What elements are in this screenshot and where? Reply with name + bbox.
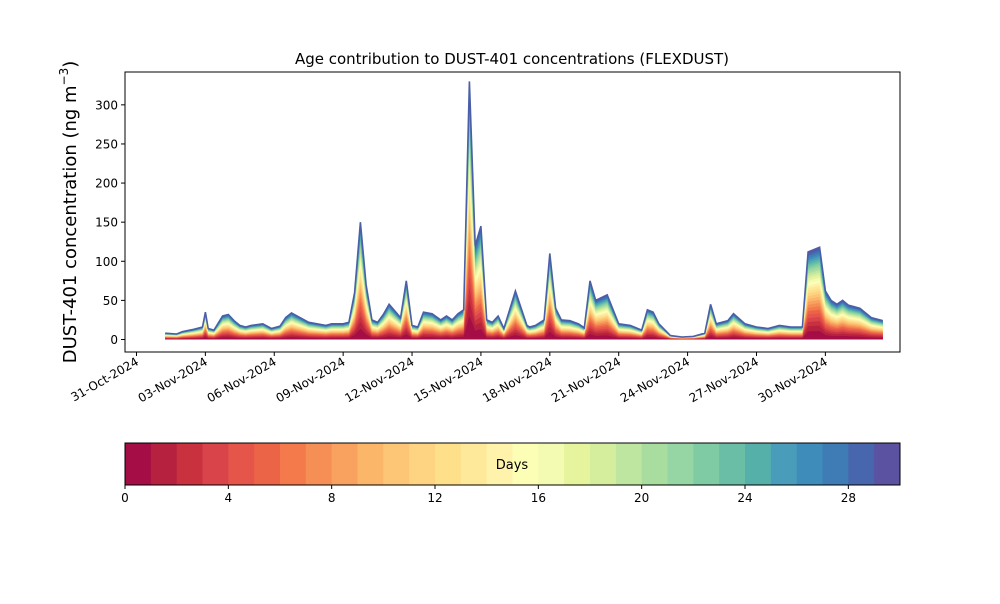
colorbar-segment (125, 443, 152, 485)
age-layer-day-19 (165, 145, 883, 340)
age-layer-day-27 (165, 93, 883, 340)
y-axis-label-superscript: −3 (57, 68, 71, 86)
colorbar-segment (538, 443, 565, 485)
age-layer-day-18 (165, 152, 883, 340)
x-tick-label: 27-Nov-2024 (687, 354, 761, 405)
x-tick-label: 15-Nov-2024 (411, 354, 485, 405)
x-tick-label: 30-Nov-2024 (756, 354, 830, 405)
colorbar-tick-label: 12 (427, 491, 442, 505)
y-axis: 0 50 100 150 200 250 300 (95, 98, 125, 347)
x-tick-label: 03-Nov-2024 (136, 354, 210, 405)
colorbar-segment (254, 443, 281, 485)
colorbar-tick-label: 0 (121, 491, 129, 505)
colorbar-segment (564, 443, 591, 485)
age-layer-day-20 (165, 138, 883, 340)
y-axis-label: DUST-401 concentration (ng m−3) (57, 61, 81, 364)
colorbar-segment (228, 443, 255, 485)
colorbar-segment (641, 443, 668, 485)
colorbar-segment (280, 443, 307, 485)
y-axis-label-close: ) (60, 61, 81, 68)
x-tick-label: 12-Nov-2024 (342, 354, 416, 405)
colorbar-segment (590, 443, 617, 485)
colorbar-segment (693, 443, 720, 485)
colorbar-axis: 0 4 8 12 16 20 24 28 (121, 485, 856, 505)
colorbar-frame (124, 442, 901, 486)
x-axis: 31-Oct-202403-Nov-202406-Nov-202409-Nov-… (69, 352, 830, 405)
colorbar-tick-label: 24 (737, 491, 752, 505)
colorbar-tick-label: 4 (225, 491, 233, 505)
colorbar-segment (874, 443, 901, 485)
stacked-age-layers (165, 81, 883, 340)
age-layer-day-21 (165, 131, 883, 340)
total-concentration-line (165, 81, 884, 338)
colorbar-segment (796, 443, 823, 485)
colorbar-segment (667, 443, 694, 485)
y-tick-label: 100 (95, 255, 118, 269)
age-layer-day-16 (165, 166, 883, 340)
chart-title: Age contribution to DUST-401 concentrati… (295, 50, 729, 68)
colorbar-segment (202, 443, 229, 485)
age-layer-day-0 (165, 315, 883, 340)
colorbar-segment (848, 443, 875, 485)
colorbar-segment (305, 443, 333, 485)
x-tick-label: 18-Nov-2024 (480, 354, 554, 405)
colorbar-segment (409, 443, 436, 485)
colorbar-tick-label: 16 (531, 491, 546, 505)
colorbar-tick-label: 8 (328, 491, 336, 505)
age-layer-day-28 (165, 87, 883, 340)
colorbar-segment (486, 443, 513, 485)
age-layer-day-17 (165, 159, 883, 340)
x-tick-label: 09-Nov-2024 (273, 354, 347, 405)
age-layer-day-24 (165, 112, 883, 340)
colorbar-segment (745, 443, 772, 485)
y-axis-label-main: DUST-401 concentration (ng m (60, 85, 81, 363)
y-tick-label: 150 (95, 216, 118, 230)
colorbar-segment (512, 443, 539, 485)
colorbar-segment (357, 443, 384, 485)
colorbar-segment (176, 443, 203, 485)
colorbar-segment (822, 443, 849, 485)
age-layer-day-29 (165, 81, 883, 340)
age-layer-day-25 (165, 106, 883, 340)
colorbar-tick-label: 28 (841, 491, 856, 505)
colorbar-label: Days (496, 458, 529, 473)
age-layer-day-22 (165, 125, 883, 340)
plot-frame (124, 71, 901, 353)
colorbar-segment (460, 443, 488, 485)
x-tick-label: 06-Nov-2024 (205, 354, 279, 405)
y-tick-label: 50 (103, 294, 118, 308)
colorbar-segment (770, 443, 798, 485)
colorbar-segment (719, 443, 746, 485)
colorbar (125, 443, 901, 485)
y-tick-label: 300 (95, 98, 118, 112)
y-tick-label: 250 (95, 137, 118, 151)
x-tick-label: 21-Nov-2024 (549, 354, 623, 405)
colorbar-segment (150, 443, 178, 485)
colorbar-segment (383, 443, 410, 485)
colorbar-segment (331, 443, 358, 485)
y-tick-label: 200 (95, 177, 118, 191)
colorbar-segment (615, 443, 643, 485)
colorbar-segment (435, 443, 462, 485)
x-tick-label: 24-Nov-2024 (618, 354, 692, 405)
y-tick-label: 0 (110, 333, 118, 347)
age-layer-day-23 (165, 118, 883, 340)
colorbar-tick-label: 20 (634, 491, 649, 505)
age-layer-day-26 (165, 99, 883, 340)
